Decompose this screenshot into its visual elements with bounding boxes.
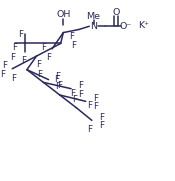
Text: F: F (10, 53, 15, 62)
Text: F: F (36, 60, 41, 69)
Text: F: F (69, 32, 74, 41)
Text: F: F (46, 52, 51, 62)
Text: F: F (78, 90, 83, 99)
Text: Me: Me (87, 12, 101, 21)
Text: F: F (93, 94, 98, 103)
Text: F: F (93, 102, 98, 111)
Text: F: F (57, 81, 62, 90)
Text: F: F (54, 75, 59, 84)
Text: F: F (12, 43, 17, 52)
Text: F: F (72, 95, 77, 104)
Text: O⁻: O⁻ (120, 22, 132, 31)
Text: F: F (56, 71, 61, 81)
Text: F: F (41, 43, 46, 52)
Text: F: F (2, 61, 7, 70)
Text: K⁺: K⁺ (138, 21, 149, 30)
Text: F: F (18, 30, 23, 39)
Text: F: F (87, 101, 92, 110)
Text: F: F (87, 125, 92, 134)
Text: F: F (99, 121, 104, 130)
Text: F: F (0, 70, 5, 79)
Text: N: N (90, 22, 97, 31)
Text: F: F (11, 74, 16, 83)
Text: F: F (55, 82, 60, 91)
Text: O: O (112, 8, 120, 17)
Text: F: F (70, 89, 75, 98)
Text: OH: OH (56, 10, 71, 19)
Text: F: F (37, 70, 42, 79)
Text: F: F (99, 113, 104, 122)
Text: F: F (21, 56, 26, 65)
Text: F: F (71, 41, 76, 50)
Text: F: F (78, 81, 83, 90)
